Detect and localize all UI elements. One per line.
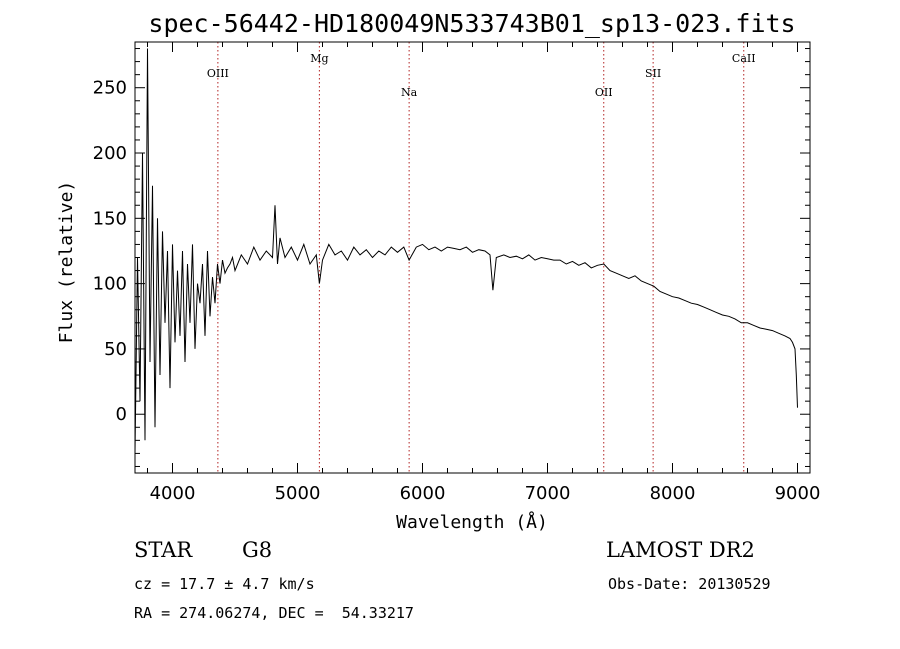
marker-label-caii: CaII (732, 52, 756, 65)
x-tick-label: 4000 (150, 483, 196, 504)
y-tick-label: 150 (93, 208, 127, 229)
coordinates: RA = 274.06274, DEC = 54.33217 (134, 604, 414, 622)
marker-label-oiii: OIII (207, 67, 229, 80)
x-tick-label: 8000 (650, 483, 696, 504)
spectral-class: G8 (242, 538, 273, 562)
y-tick-label: 50 (104, 339, 127, 360)
y-axis-label: Flux (relative) (56, 181, 77, 344)
chart-title: spec-56442-HD180049N533743B01_sp13-023.f… (148, 9, 795, 38)
x-tick-label: 6000 (400, 483, 446, 504)
object-type: STAR (134, 538, 193, 562)
redshift-readout: cz = 17.7 ± 4.7 km/s (134, 575, 315, 593)
marker-label-sii: SII (645, 67, 661, 80)
marker-label-oii: OII (595, 86, 613, 99)
y-tick-label: 200 (93, 143, 127, 164)
marker-label-mg: Mg (310, 52, 328, 65)
x-tick-label: 5000 (275, 483, 321, 504)
marker-lines: OIII Mg Na OII SII CaII (207, 42, 756, 473)
spectrum-line (134, 48, 798, 454)
x-axis: 4000 5000 6000 7000 8000 9000 (147, 42, 821, 504)
plot-frame (134, 41, 811, 474)
x-axis-label: Wavelength (Å) (396, 511, 548, 533)
y-tick-label: 0 (116, 404, 127, 425)
y-tick-label: 250 (93, 78, 127, 99)
obs-date: Obs-Date: 20130529 (608, 575, 771, 593)
x-tick-label: 9000 (775, 483, 821, 504)
y-axis: 0 50 100 150 200 250 (93, 48, 810, 467)
survey-name: LAMOST DR2 (606, 538, 755, 562)
y-tick-label: 100 (93, 274, 127, 295)
x-tick-label: 7000 (525, 483, 571, 504)
marker-label-na: Na (401, 86, 418, 99)
